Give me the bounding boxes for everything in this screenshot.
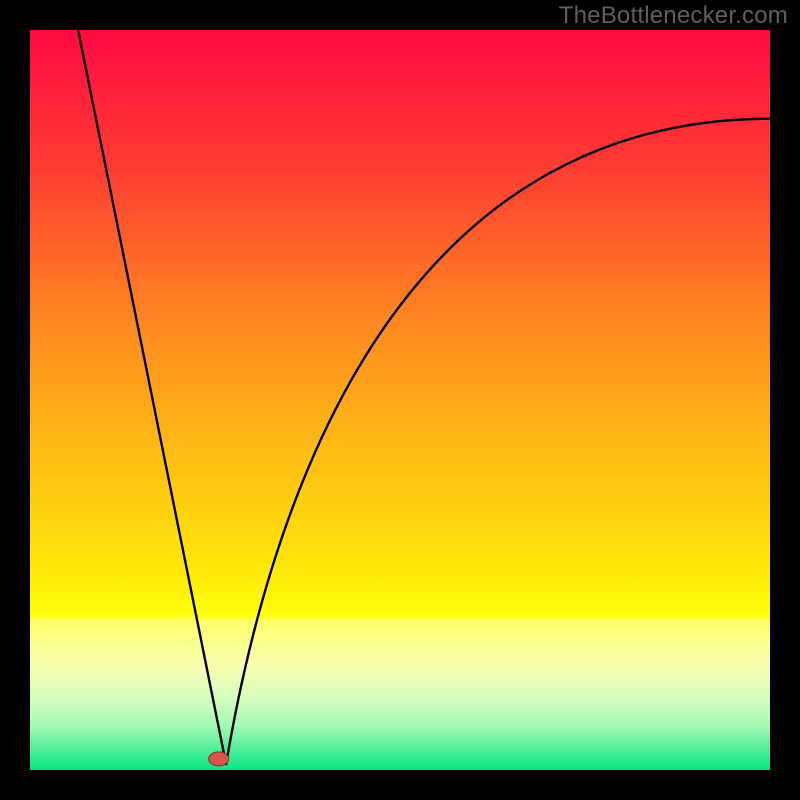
chart-container: TheBottlenecker.com bbox=[0, 0, 800, 800]
chart-svg bbox=[0, 0, 800, 800]
plot-background bbox=[30, 30, 770, 770]
watermark-link[interactable]: TheBottlenecker.com bbox=[559, 2, 788, 30]
valley-marker bbox=[209, 752, 229, 766]
